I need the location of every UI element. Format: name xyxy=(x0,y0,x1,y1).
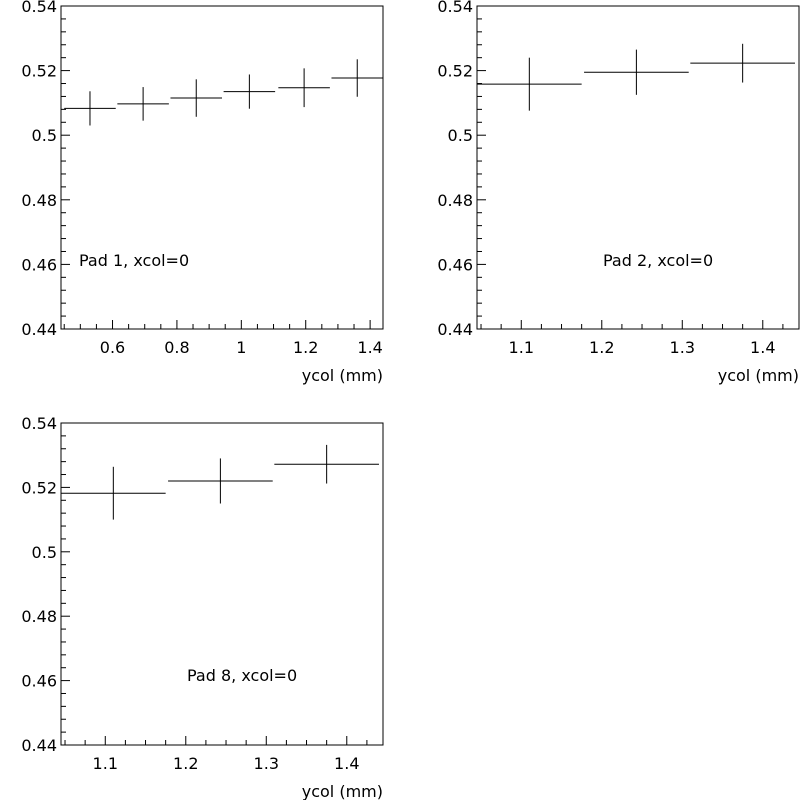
pad-annotation: Pad 1, xcol=0 xyxy=(79,251,189,270)
y-tick-label: 0.54 xyxy=(21,414,57,433)
x-tick-label: 1.4 xyxy=(334,754,359,773)
y-tick-label: 0.48 xyxy=(21,607,57,626)
y-tick-label: 0.5 xyxy=(448,126,473,145)
y-tick-label: 0.54 xyxy=(21,0,57,16)
data-point xyxy=(61,466,166,520)
y-tick-label: 0.48 xyxy=(21,191,57,210)
y-tick-label: 0.44 xyxy=(437,320,473,339)
x-axis-label: ycol (mm) xyxy=(718,366,799,385)
x-tick-label: 1.2 xyxy=(173,754,198,773)
pad-annotation: Pad 8, xcol=0 xyxy=(187,666,297,685)
x-tick-label: 0.6 xyxy=(100,338,125,357)
x-tick-label: 1.3 xyxy=(254,754,279,773)
data-point xyxy=(223,74,276,109)
x-tick-label: 1.3 xyxy=(670,338,695,357)
y-tick-label: 0.5 xyxy=(32,543,57,562)
chart-panel-3: 0.44 0.46 0.48 0.5 0.52 0.54 1.1 1.2 1.3 1.4 ycol … xyxy=(21,414,384,800)
x-tick-label: 1 xyxy=(236,338,246,357)
x-tick-label: 1.1 xyxy=(509,338,534,357)
x-tick-label: 1.1 xyxy=(93,754,118,773)
y-tick-label: 0.5 xyxy=(32,126,57,145)
data-point xyxy=(477,57,582,111)
chart-panel-2: 0.44 0.46 0.48 0.5 0.52 0.54 1.1 1.2 1.3 1.4 ycol … xyxy=(437,0,800,385)
x-tick-label: 1.4 xyxy=(357,338,382,357)
data-point xyxy=(331,59,383,97)
x-tick-label: 1.4 xyxy=(750,338,775,357)
y-tick-label: 0.52 xyxy=(21,62,57,81)
data-point xyxy=(274,444,379,484)
y-tick-label: 0.54 xyxy=(437,0,473,16)
x-tick-label: 0.8 xyxy=(164,338,189,357)
y-tick-label: 0.46 xyxy=(21,255,57,274)
y-tick-label: 0.46 xyxy=(21,672,57,691)
plot-frame xyxy=(60,422,384,746)
pad-annotation: Pad 2, xcol=0 xyxy=(603,251,713,270)
plot-frame xyxy=(60,5,384,330)
data-point xyxy=(64,91,116,126)
data-point xyxy=(117,87,169,121)
data-point xyxy=(278,68,330,108)
data-point xyxy=(690,43,795,83)
x-axis-label: ycol (mm) xyxy=(302,782,383,800)
y-tick-label: 0.48 xyxy=(437,191,473,210)
y-tick-label: 0.52 xyxy=(437,62,473,81)
plot-frame xyxy=(476,5,800,330)
y-tick-label: 0.44 xyxy=(21,320,57,339)
x-tick-label: 1.2 xyxy=(589,338,614,357)
chart-panel-1: 0.44 0.46 0.48 0.5 0.52 0.54 0.6 0.8 1 1.2 1.4 ycol… xyxy=(21,0,384,385)
y-tick-label: 0.44 xyxy=(21,736,57,755)
data-point xyxy=(170,79,222,117)
data-point xyxy=(168,458,273,504)
y-tick-label: 0.46 xyxy=(437,255,473,274)
x-tick-label: 1.2 xyxy=(293,338,318,357)
data-point xyxy=(584,49,689,95)
x-axis-label: ycol (mm) xyxy=(302,366,383,385)
y-tick-label: 0.52 xyxy=(21,478,57,497)
